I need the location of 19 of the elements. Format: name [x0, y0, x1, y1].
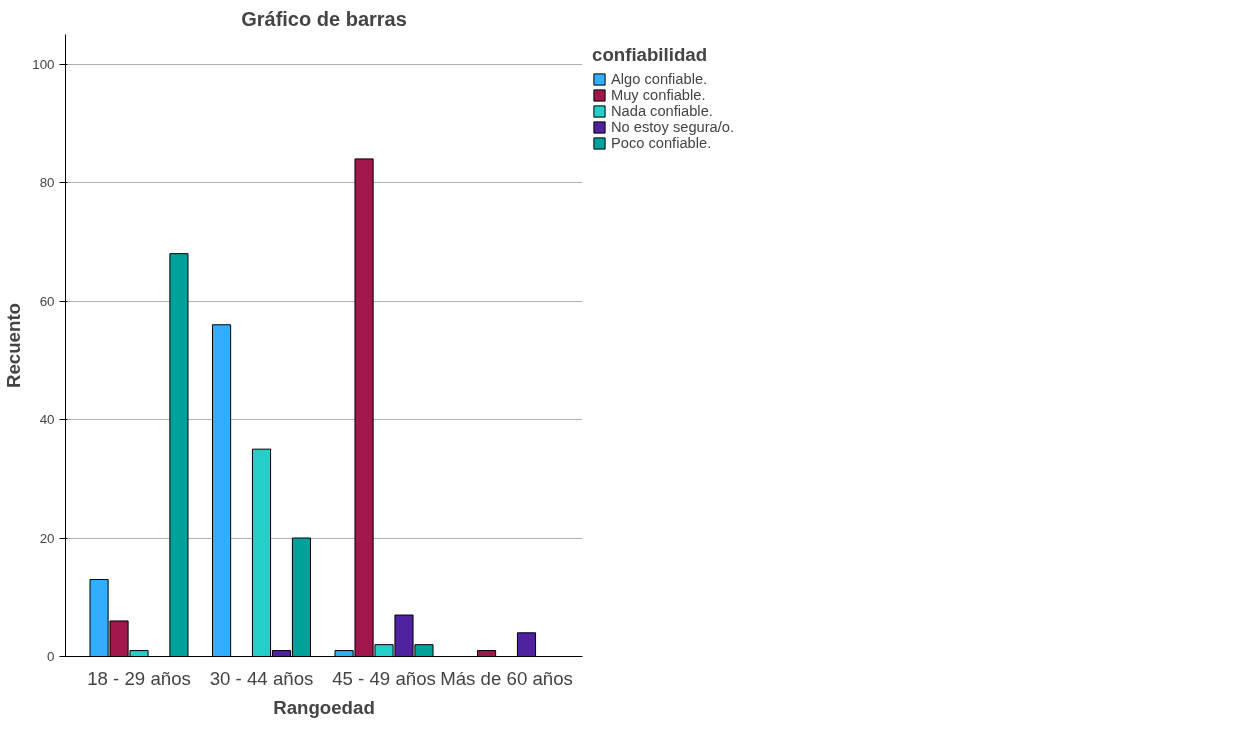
x-tick-label: 18 - 29 años [87, 667, 191, 689]
y-tick-label: 100 [32, 56, 55, 72]
x-tick-label: 30 - 44 años [209, 667, 314, 689]
legend-label: Poco confiable. [611, 135, 712, 151]
legend-label: Algo confiable. [611, 71, 708, 87]
y-tick-label: 60 [39, 293, 55, 309]
legend-label: No estoy segura/o. [611, 119, 735, 135]
y-tick-label: 40 [39, 412, 55, 428]
y-tick-label: 20 [39, 530, 55, 546]
x-tick-label: Más de 60 años [440, 667, 573, 689]
x-tick-label: 45 - 49 años [332, 667, 436, 689]
y-tick-label: 80 [39, 175, 55, 191]
chart-title: Gráfico de barras [241, 7, 407, 30]
legend-title: confiabilidad [592, 44, 709, 66]
y-tick-label: 0 [47, 649, 55, 664]
y-axis-title: Recuento [3, 302, 25, 388]
legend-label: Nada confiable. [611, 103, 713, 119]
x-axis-title: Rangoedad [273, 696, 375, 718]
legend-label: Muy confiable. [611, 87, 706, 103]
